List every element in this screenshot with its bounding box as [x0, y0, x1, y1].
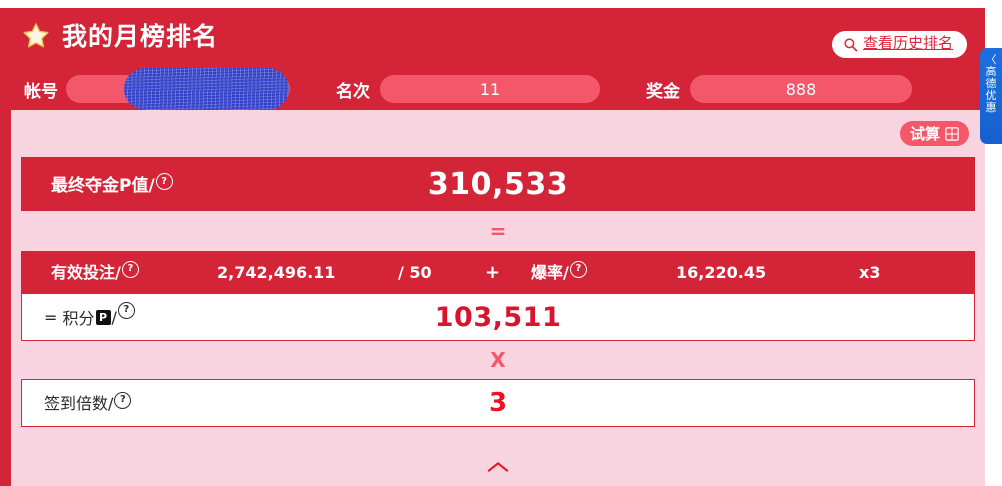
points-label-slash: / [111, 307, 117, 327]
side-promo-line-1: 〈 [985, 53, 997, 66]
trial-calculation-label: 试算 [909, 125, 940, 143]
valid-bet-value: 2,742,496.11 [217, 262, 336, 282]
trial-calculation-button[interactable]: 试算 [899, 121, 969, 146]
side-promo-line-4: 优 [985, 89, 997, 102]
star-icon [23, 23, 49, 48]
signin-multiplier-value: 3 [488, 388, 508, 418]
p-badge-icon: P [95, 309, 111, 325]
trial-row: 试算 [11, 110, 985, 157]
field-prize-text: 888 [785, 79, 817, 99]
points-label: = 积分 P /? [44, 301, 135, 329]
burst-rate-label-text: 爆率/ [531, 263, 569, 283]
burst-rate-value: 16,220.45 [676, 262, 767, 282]
row-points: = 积分 P /? 103,511 [21, 293, 975, 341]
operator-multiply: X [490, 348, 506, 372]
final-p-value-label-text: 最终夺金P值/ [51, 175, 155, 196]
side-promo-line-5: 惠 [985, 101, 997, 114]
signin-multiplier-label-text: 签到倍数/ [44, 394, 114, 414]
valid-bet-label-text: 有效投注/ [51, 263, 121, 283]
search-icon [844, 38, 858, 52]
field-rank: 名次 11 [336, 75, 600, 103]
field-prize-value[interactable]: 888 [690, 75, 912, 103]
signin-multiplier-label: 签到倍数/? [44, 390, 132, 416]
field-rank-label: 名次 [336, 81, 370, 102]
calculator-icon [945, 126, 959, 141]
redaction-scribble [124, 68, 289, 110]
field-rank-text: 11 [479, 79, 501, 99]
side-promo-tab[interactable]: 〈 高 德 优 惠 [980, 48, 1002, 144]
calculation-panel: 试算 最终夺金P值/? 310,533 = 有效投注/? 2,742,496.1… [8, 110, 985, 486]
field-account-label: 帐号 [24, 81, 58, 102]
question-mark-icon[interactable]: ? [569, 260, 587, 278]
card-header: 我的月榜排名 查看历史排名 帐号 名次 11 [0, 8, 985, 110]
question-mark-icon[interactable]: ? [121, 260, 139, 278]
calculation-rows: 最终夺金P值/? 310,533 = 有效投注/? 2,742,496.11 /… [11, 157, 985, 427]
points-value: 103,511 [434, 301, 562, 333]
operator-plus: + [485, 261, 501, 283]
field-account: 帐号 [24, 68, 290, 110]
account-summary-fields: 帐号 名次 11 奖金 888 [0, 68, 985, 110]
field-rank-value[interactable]: 11 [380, 75, 600, 103]
side-promo-line-3: 德 [985, 77, 997, 90]
row-valid-bet-and-rate: 有效投注/? 2,742,496.11 / 50 + 爆率/? 16,220.4… [21, 251, 975, 293]
final-p-value-label: 最终夺金P值/? [51, 171, 173, 198]
field-prize: 奖金 888 [646, 75, 912, 103]
field-prize-label: 奖金 [646, 81, 680, 102]
row-final-p-value: 最终夺金P值/? 310,533 [21, 157, 975, 211]
row-signin-multiplier: 签到倍数/? 3 [21, 379, 975, 427]
view-history-ranking-label: 查看历史排名 [862, 34, 953, 52]
question-mark-icon[interactable]: ? [155, 173, 173, 191]
burst-rate-label: 爆率/? [531, 259, 587, 285]
operator-equals: = [489, 219, 507, 243]
title-row: 我的月榜排名 [0, 8, 985, 51]
view-history-ranking-button[interactable]: 查看历史排名 [831, 31, 967, 58]
side-promo-line-2: 高 [985, 65, 997, 78]
monthly-ranking-card: 我的月榜排名 查看历史排名 帐号 名次 11 [0, 8, 985, 486]
points-prefix: = [44, 307, 58, 327]
question-mark-icon[interactable]: ? [114, 391, 132, 409]
valid-bet-label: 有效投注/? [51, 259, 139, 285]
field-account-value[interactable] [66, 68, 290, 110]
chevron-up-icon [487, 462, 509, 472]
collapse-toggle[interactable] [11, 448, 985, 486]
page-title: 我的月榜排名 [62, 21, 219, 51]
question-mark-icon[interactable]: ? [117, 301, 135, 319]
valid-bet-divisor: / 50 [398, 262, 432, 282]
points-label-text: 积分 [62, 309, 95, 328]
burst-rate-multiplier: x3 [859, 262, 881, 282]
